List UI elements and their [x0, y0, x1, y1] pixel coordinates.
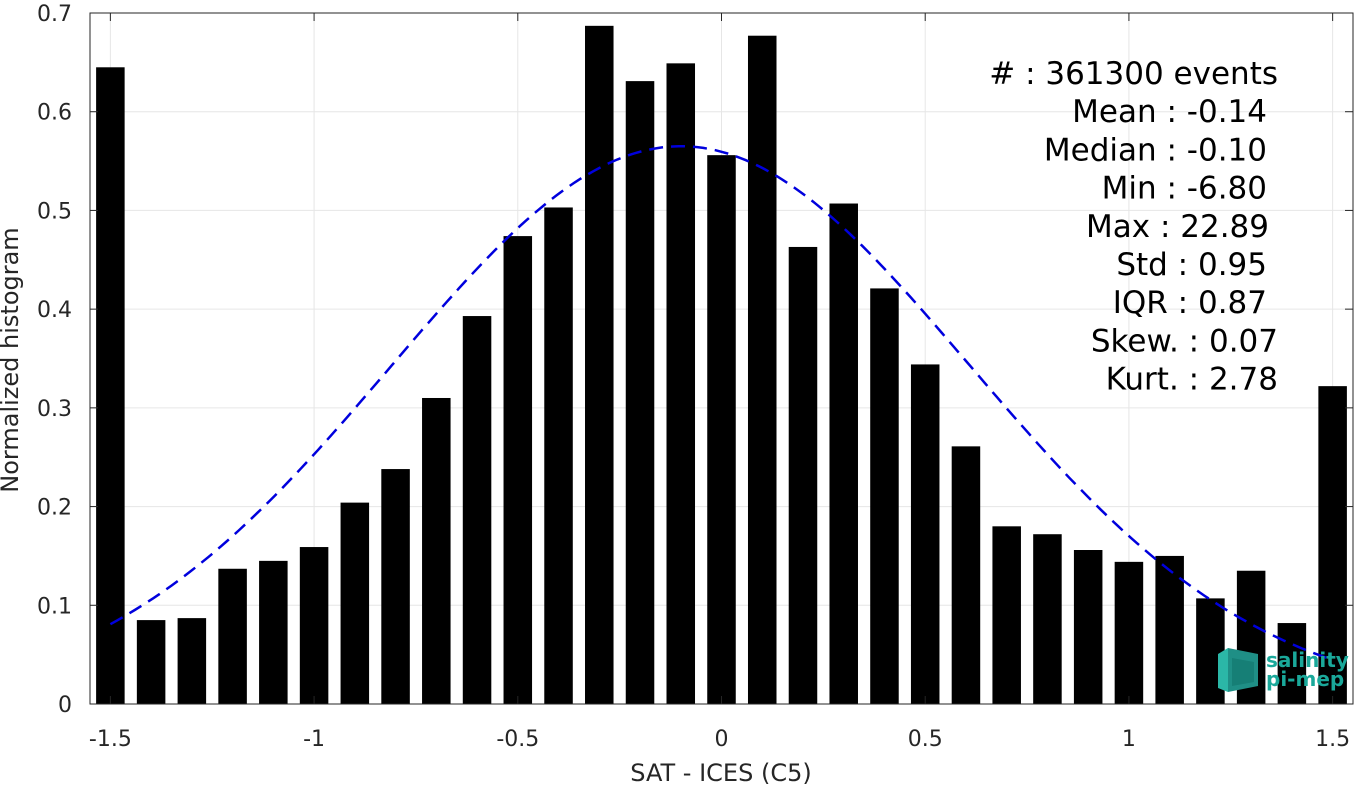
- stats-line: Max : 22.89: [1086, 209, 1269, 245]
- y-tick-label: 0.5: [37, 199, 72, 224]
- histogram-bar: [136, 620, 166, 704]
- cube-logo-icon: [1218, 648, 1258, 692]
- histogram-bar: [910, 364, 940, 704]
- y-tick-label: 0.6: [37, 101, 72, 126]
- histogram-bar: [340, 502, 370, 704]
- histogram-bar: [462, 316, 492, 704]
- gaussian-fit-curve: [109, 145, 1334, 662]
- histogram-bar: [381, 469, 410, 704]
- x-tick-label: -1: [303, 727, 325, 752]
- y-tick-label: 0.1: [37, 594, 72, 619]
- histogram-bar: [299, 547, 329, 704]
- stats-line: # : 361300 events: [989, 56, 1278, 92]
- x-tick-label: 0.5: [908, 727, 943, 752]
- histogram-bar: [829, 203, 858, 705]
- x-axis-ticks: -1.5 -1 -0.5 0 0.5 1 1.5: [89, 13, 1350, 752]
- histogram-bar: [422, 397, 451, 704]
- histogram-bar: [951, 446, 981, 704]
- y-tick-label: 0.4: [37, 298, 72, 323]
- stats-line: Std : 0.95: [1116, 247, 1267, 283]
- stats-line: Median : -0.10: [1044, 132, 1267, 168]
- histogram-bar: [1033, 534, 1062, 704]
- x-tick-label: -1.5: [89, 727, 132, 752]
- logo-line-1: salinity: [1266, 648, 1349, 672]
- y-axis-label: Normalized histogram: [0, 227, 24, 492]
- x-tick-label: 1: [1122, 727, 1136, 752]
- stats-line: Kurt. : 2.78: [1106, 362, 1278, 398]
- y-tick-label: 0.2: [37, 496, 72, 521]
- histogram-bar: [96, 67, 125, 705]
- stats-line: Skew. : 0.07: [1091, 323, 1278, 359]
- histogram-bar: [1073, 550, 1103, 704]
- histogram-bar: [585, 25, 614, 704]
- stats-line: Min : -6.80: [1102, 171, 1267, 207]
- histogram-bar: [666, 63, 696, 704]
- histogram-bar: [747, 35, 777, 704]
- histogram-bar: [788, 246, 818, 704]
- stats-line: Mean : -0.14: [1072, 94, 1267, 130]
- histogram-bar: [707, 155, 736, 705]
- histogram-bar: [870, 288, 899, 704]
- x-tick-label: -0.5: [496, 727, 539, 752]
- histogram-bars: [96, 25, 1347, 705]
- histogram-bar: [1318, 386, 1347, 704]
- y-axis-ticks: 0 0.1 0.2 0.3 0.4 0.5 0.6 0.7: [37, 2, 1353, 718]
- y-tick-label: 0: [58, 693, 72, 718]
- histogram-bar: [503, 236, 533, 704]
- histogram-bar: [625, 81, 655, 704]
- x-axis-label: SAT - ICES (C5): [630, 759, 811, 785]
- histogram-bar: [544, 207, 573, 704]
- salinity-pimep-logo: salinity pi-mep: [1218, 648, 1349, 692]
- x-tick-label: 0: [715, 727, 729, 752]
- logo-line-2: pi-mep: [1266, 667, 1344, 691]
- histogram-bar: [177, 618, 207, 704]
- histogram-bar: [1114, 561, 1144, 704]
- stats-line: IQR : 0.87: [1113, 285, 1267, 321]
- histogram-bar: [992, 526, 1021, 704]
- y-tick-label: 0.7: [37, 2, 72, 27]
- x-tick-label: 1.5: [1315, 727, 1350, 752]
- histogram-bar: [1277, 623, 1307, 704]
- histogram-bar: [1155, 555, 1184, 704]
- histogram-bar: [259, 560, 288, 704]
- histogram-bar: [218, 568, 247, 704]
- y-tick-label: 0.3: [37, 397, 72, 422]
